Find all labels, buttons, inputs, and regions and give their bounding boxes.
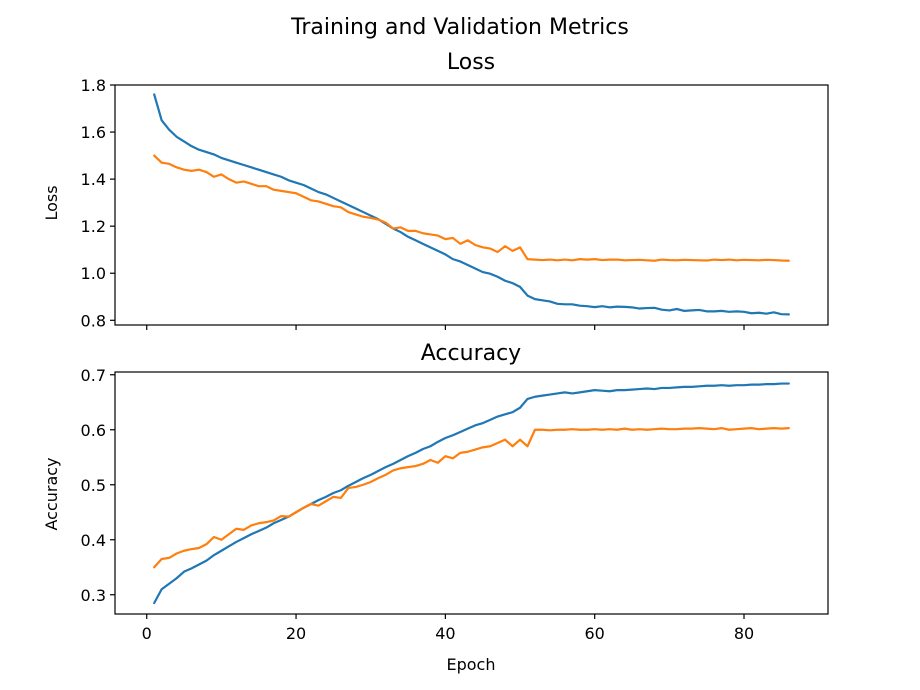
accuracy-xtick-label: 0 <box>142 624 152 643</box>
accuracy-ytick-label: 0.7 <box>81 366 106 385</box>
loss-title: Loss <box>447 50 495 75</box>
accuracy-val-line <box>153 427 790 569</box>
accuracy-xlabel: Epoch <box>447 655 496 674</box>
accuracy-xtick-label: 20 <box>286 624 306 643</box>
accuracy-title: Accuracy <box>421 341 521 366</box>
accuracy-ytick-label: 0.5 <box>81 476 106 495</box>
figure-suptitle: Training and Validation Metrics <box>290 15 629 40</box>
loss-ytick-label: 1.4 <box>81 170 106 189</box>
accuracy-ticks: 0.3 0.4 0.5 0.6 0.7 0 20 40 60 80 <box>81 366 755 643</box>
accuracy-plot-frame <box>114 371 829 615</box>
accuracy-xtick-label: 40 <box>435 624 455 643</box>
accuracy-ytick-label: 0.3 <box>81 586 106 605</box>
accuracy-subplot: Accuracy Accuracy 0.3 0.4 0.5 0.6 0.7 0 20 40 60… <box>42 341 829 674</box>
loss-ytick-label: 0.8 <box>81 311 106 330</box>
accuracy-ytick-label: 0.6 <box>81 421 106 440</box>
accuracy-xtick-label: 60 <box>585 624 605 643</box>
loss-lines <box>153 93 790 316</box>
loss-ytick-label: 1.2 <box>81 217 106 236</box>
loss-ylabel: Loss <box>42 185 61 220</box>
accuracy-xtick-label: 80 <box>734 624 754 643</box>
loss-ytick-label: 1.0 <box>81 264 106 283</box>
loss-subplot: Loss Loss 0.8 1.0 1.2 1.4 1.6 1.8 <box>42 50 829 330</box>
loss-val-line <box>153 154 790 262</box>
loss-ticks: 0.8 1.0 1.2 1.4 1.6 1.8 <box>81 76 745 330</box>
loss-ytick-label: 1.6 <box>81 123 106 142</box>
loss-ytick-label: 1.8 <box>81 76 106 95</box>
accuracy-ytick-label: 0.4 <box>81 531 106 550</box>
accuracy-ylabel: Accuracy <box>42 457 61 530</box>
accuracy-lines <box>153 382 790 605</box>
loss-train-line <box>153 93 790 316</box>
loss-plot-frame <box>114 84 829 326</box>
accuracy-train-line <box>153 382 790 605</box>
